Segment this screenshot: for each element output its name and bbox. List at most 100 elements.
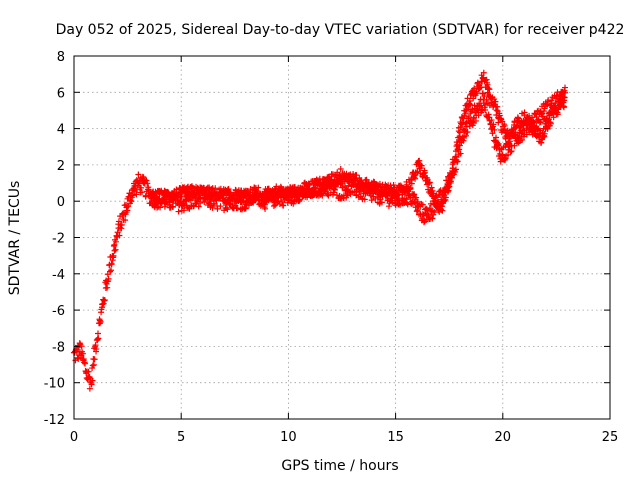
data-point-marker xyxy=(195,203,202,210)
data-point-marker xyxy=(490,121,497,128)
data-point-marker xyxy=(142,177,149,184)
data-point-marker xyxy=(426,179,433,186)
data-point-marker xyxy=(129,192,136,199)
data-point-marker xyxy=(242,205,249,212)
data-point-marker xyxy=(482,107,489,114)
data-point-marker xyxy=(486,86,493,93)
data-point-marker xyxy=(528,127,535,134)
data-point-marker xyxy=(108,267,115,274)
data-point-marker xyxy=(429,215,436,222)
data-point-marker xyxy=(105,275,112,282)
y-tick-label: -2 xyxy=(52,232,65,247)
data-point-marker xyxy=(238,199,245,206)
data-point-marker xyxy=(89,377,96,384)
x-tick-label: 20 xyxy=(495,430,512,445)
data-point-marker xyxy=(556,96,563,103)
data-point-marker xyxy=(491,126,498,133)
data-point-marker xyxy=(452,166,459,173)
data-point-marker xyxy=(474,79,481,86)
y-tick-label: 0 xyxy=(57,195,65,210)
chart-title: Day 052 of 2025, Sidereal Day-to-day VTE… xyxy=(56,22,625,38)
data-point-marker xyxy=(449,165,456,172)
data-point-marker xyxy=(496,112,503,119)
data-point-marker xyxy=(116,232,123,239)
data-point-marker xyxy=(79,350,86,357)
data-point-marker xyxy=(324,191,331,198)
data-point-marker xyxy=(472,117,479,124)
data-point-marker xyxy=(368,197,375,204)
data-point-marker xyxy=(111,247,118,254)
data-point-marker xyxy=(215,194,222,201)
data-point-marker xyxy=(95,335,102,342)
data-point-marker xyxy=(557,96,564,103)
data-point-marker xyxy=(224,206,231,213)
data-point-marker xyxy=(226,190,233,197)
data-point-marker xyxy=(442,194,449,201)
data-point-marker xyxy=(454,158,461,165)
data-point-marker xyxy=(353,172,360,179)
data-point-marker xyxy=(186,194,193,201)
data-point-marker xyxy=(456,129,463,136)
data-point-marker xyxy=(225,185,232,192)
x-tick-label: 10 xyxy=(280,430,297,445)
data-point-marker xyxy=(519,136,526,143)
data-point-marker xyxy=(452,153,459,160)
data-point-marker xyxy=(504,151,511,158)
data-point-marker xyxy=(287,184,294,191)
data-point-marker xyxy=(118,221,125,228)
data-point-marker xyxy=(280,202,287,209)
data-point-marker xyxy=(331,186,338,193)
data-point-marker xyxy=(89,362,96,369)
data-point-marker xyxy=(493,134,500,141)
data-point-marker xyxy=(525,115,532,122)
x-tick-label: 15 xyxy=(387,430,404,445)
data-point-marker xyxy=(278,184,285,191)
data-point-marker xyxy=(562,84,569,91)
data-point-marker xyxy=(454,142,461,149)
data-point-marker xyxy=(101,297,108,304)
data-point-marker xyxy=(127,197,134,204)
data-point-marker xyxy=(449,170,456,177)
data-point-marker xyxy=(394,194,401,201)
data-point-marker xyxy=(488,117,495,124)
data-point-marker xyxy=(209,204,216,211)
data-point-marker xyxy=(245,202,252,209)
data-point-marker xyxy=(135,171,142,178)
y-tick-label: -10 xyxy=(44,377,65,392)
data-point-marker xyxy=(428,184,435,191)
data-point-marker xyxy=(210,191,217,198)
data-point-marker xyxy=(397,182,404,189)
data-point-marker xyxy=(555,106,562,113)
data-point-marker xyxy=(144,180,151,187)
data-point-marker xyxy=(343,186,350,193)
data-point-marker xyxy=(114,229,121,236)
data-point-marker xyxy=(145,186,152,193)
data-point-marker xyxy=(138,184,145,191)
data-point-marker xyxy=(421,217,428,224)
y-tick-label: -8 xyxy=(52,340,65,355)
y-tick-label: 8 xyxy=(57,50,65,65)
data-point-marker xyxy=(453,148,460,155)
data-point-marker xyxy=(501,156,508,163)
data-point-marker xyxy=(561,97,568,104)
data-point-marker xyxy=(255,184,262,191)
data-point-marker xyxy=(351,176,358,183)
data-point-marker xyxy=(463,132,470,139)
data-point-marker xyxy=(82,360,89,367)
data-point-marker xyxy=(384,191,391,198)
data-point-marker xyxy=(392,189,399,196)
data-point-marker xyxy=(403,196,410,203)
data-point-marker xyxy=(507,148,514,155)
y-tick-label: -12 xyxy=(44,413,65,428)
data-point-marker xyxy=(319,192,326,199)
data-point-marker xyxy=(489,130,496,137)
data-point-marker xyxy=(414,207,421,214)
data-point-marker xyxy=(518,130,525,137)
data-point-marker xyxy=(408,180,415,187)
data-point-marker xyxy=(217,203,224,210)
data-point-marker xyxy=(492,98,499,105)
data-point-marker xyxy=(115,218,122,225)
data-point-marker xyxy=(418,162,425,169)
data-point-marker xyxy=(90,361,97,368)
